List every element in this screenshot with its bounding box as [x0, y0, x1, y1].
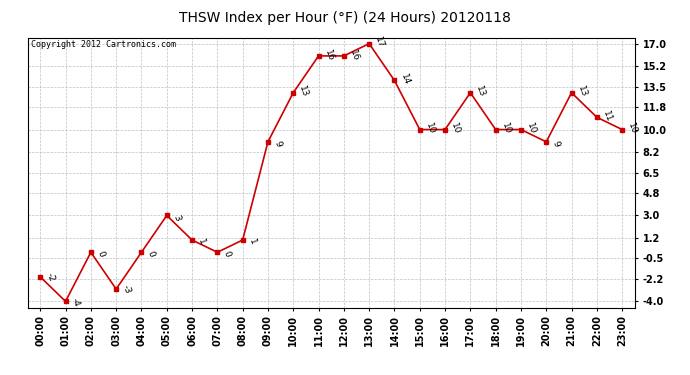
Text: 0: 0 — [95, 250, 106, 258]
Text: 0: 0 — [221, 250, 232, 258]
Text: 13: 13 — [475, 85, 487, 99]
Text: -2: -2 — [44, 272, 56, 283]
Text: 1: 1 — [247, 238, 257, 246]
Text: 13: 13 — [575, 85, 588, 99]
Text: 9: 9 — [272, 140, 282, 148]
Text: Copyright 2012 Cartronics.com: Copyright 2012 Cartronics.com — [30, 40, 176, 49]
Text: 10: 10 — [500, 122, 512, 136]
Text: 16: 16 — [323, 48, 335, 62]
Text: 16: 16 — [348, 48, 360, 62]
Text: 10: 10 — [449, 122, 462, 136]
Text: 9: 9 — [551, 140, 561, 148]
Text: 1: 1 — [196, 238, 206, 246]
Text: THSW Index per Hour (°F) (24 Hours) 20120118: THSW Index per Hour (°F) (24 Hours) 2012… — [179, 11, 511, 25]
Text: 10: 10 — [627, 122, 639, 136]
Text: -4: -4 — [70, 296, 81, 307]
Text: 10: 10 — [424, 122, 436, 136]
Text: 14: 14 — [399, 73, 411, 87]
Text: 3: 3 — [171, 213, 181, 222]
Text: 11: 11 — [601, 110, 613, 123]
Text: 17: 17 — [373, 36, 386, 50]
Text: 0: 0 — [146, 250, 156, 258]
Text: 10: 10 — [525, 122, 538, 136]
Text: -3: -3 — [120, 284, 132, 295]
Text: 13: 13 — [297, 85, 310, 99]
